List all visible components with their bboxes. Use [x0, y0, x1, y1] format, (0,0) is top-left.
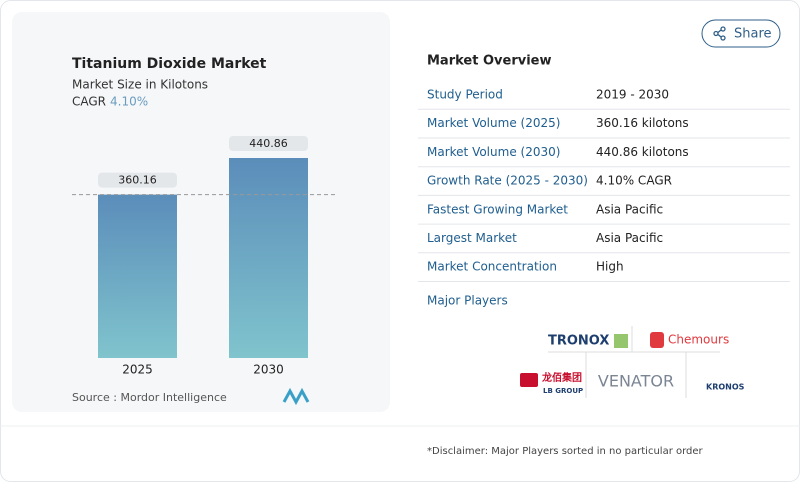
logo — [282, 387, 310, 406]
bar — [229, 158, 308, 358]
row-value: 2019 - 2030 — [596, 88, 669, 102]
x-tick-label: 2025 — [122, 363, 153, 377]
row-label: Market Volume (2025) — [427, 116, 560, 130]
player-logo: Chemours — [668, 333, 729, 347]
players-title: Major Players — [427, 294, 508, 308]
row-value: High — [596, 260, 624, 274]
row-value: Asia Pacific — [596, 231, 663, 245]
row-label: Market Concentration — [427, 260, 557, 274]
overview-title: Market Overview — [427, 54, 551, 69]
row-value: 4.10% CAGR — [596, 174, 672, 188]
player-logo: KRONOS — [706, 383, 745, 392]
row-value: Asia Pacific — [596, 202, 663, 216]
row-label: Market Volume (2030) — [427, 145, 560, 159]
chart-card — [12, 12, 390, 412]
player-logo: LB GROUP — [543, 387, 583, 395]
chart-subtitle: Market Size in Kilotons — [72, 78, 208, 92]
logo-grid — [548, 326, 720, 398]
row-value: 360.16 kilotons — [596, 116, 689, 130]
logo-mark — [650, 332, 664, 348]
chart-title: Titanium Dioxide Market — [72, 56, 267, 72]
player-logo: VENATOR — [598, 372, 674, 391]
cagr-value: 4.10% — [110, 95, 148, 109]
row-label: Study Period — [427, 88, 503, 102]
row-value: 440.86 kilotons — [596, 145, 689, 159]
row-label: Fastest Growing Market — [427, 202, 568, 216]
x-tick-label: 2030 — [253, 363, 284, 377]
row-label: Growth Rate (2025 - 2030) — [427, 174, 588, 188]
logo-mark — [614, 334, 628, 348]
value-label: 360.16 — [118, 174, 157, 187]
share-label[interactable]: Share — [734, 27, 772, 42]
row-label: Largest Market — [427, 231, 517, 245]
disclaimer: *Disclaimer: Major Players sorted in no … — [427, 446, 704, 457]
value-pill — [229, 136, 308, 151]
share-button[interactable] — [701, 19, 781, 48]
share-icon — [713, 26, 726, 41]
value-label: 440.86 — [249, 137, 288, 150]
logo-mark — [520, 373, 538, 387]
value-pill — [98, 172, 177, 188]
source: Source : Mordor Intelligence — [72, 391, 227, 404]
player-logo: 龙佰集团 — [541, 371, 582, 384]
player-logo: TRONOX — [548, 334, 609, 349]
bar — [98, 194, 177, 358]
cagr-label: CAGR — [72, 95, 106, 109]
